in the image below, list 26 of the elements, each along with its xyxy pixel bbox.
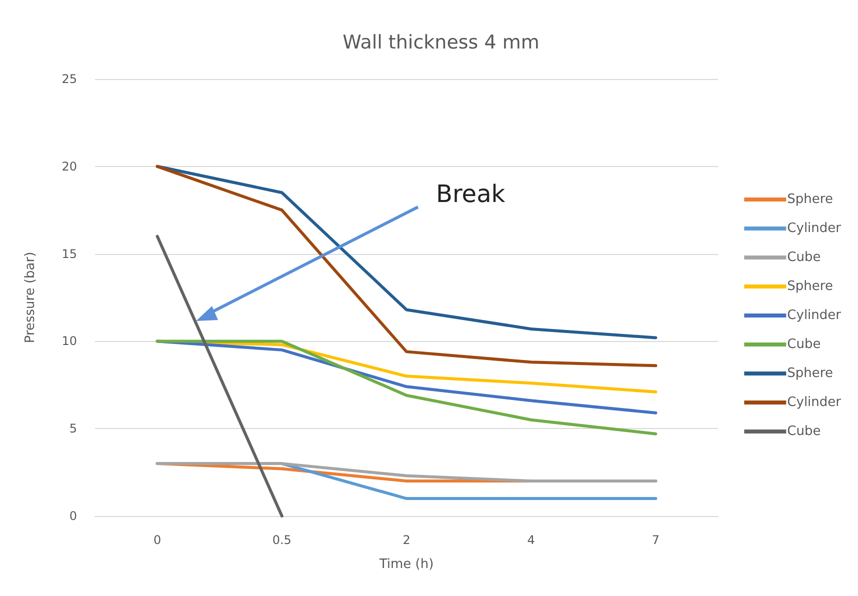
y-tick-label: 25	[62, 72, 77, 86]
y-tick-label: 0	[69, 509, 77, 523]
legend-label: Cylinder	[787, 395, 842, 410]
legend-label: Cube	[787, 337, 821, 352]
x-tick-label: 4	[527, 533, 535, 547]
annotation: Break	[436, 180, 506, 208]
line-series	[156, 340, 658, 436]
chart-title: Wall thickness 4 mm	[342, 32, 540, 54]
legend-label: Cube	[787, 424, 821, 439]
y-tick-label: 10	[62, 334, 77, 348]
legend-label: Cylinder	[787, 308, 842, 323]
y-tick-label: 15	[62, 246, 77, 261]
legend-label: Cylinder	[787, 221, 842, 236]
x-tick-label: 0	[153, 533, 162, 547]
x-tick-label: 2	[402, 533, 410, 547]
line-series	[156, 340, 658, 414]
y-tick-label: 20	[62, 159, 77, 174]
legend-label: Sphere	[787, 279, 833, 294]
legend-label: Sphere	[787, 192, 833, 207]
x-tick-label: 7	[652, 533, 660, 547]
legend-label: Sphere	[787, 366, 833, 381]
y-axis-title: Pressure (bar)	[23, 252, 38, 344]
y-tick-label: 5	[69, 422, 77, 436]
x-axis-title: Time (h)	[378, 557, 434, 572]
legend-label: Cube	[787, 250, 821, 265]
x-tick-label: 0.5	[272, 533, 292, 547]
